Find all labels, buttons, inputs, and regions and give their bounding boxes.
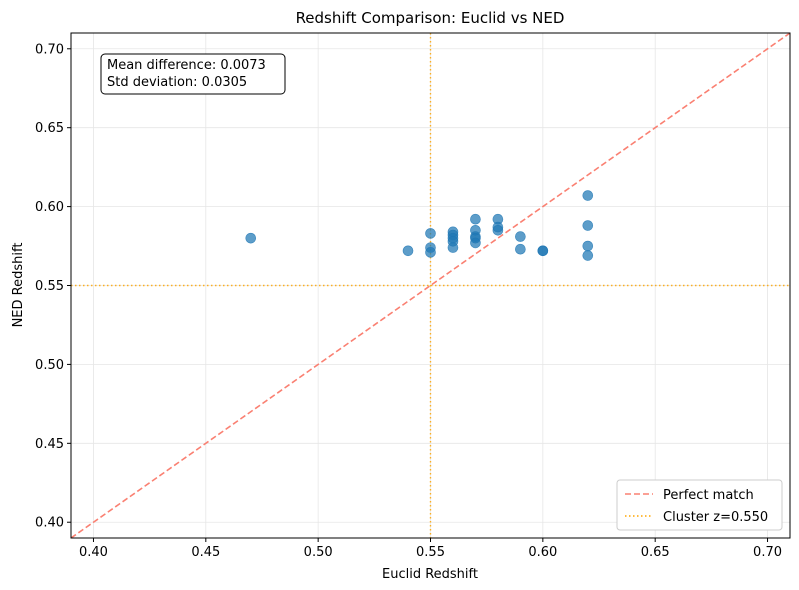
scatter-point <box>537 245 549 257</box>
stats-annotation-box <box>100 53 286 95</box>
scatter-point <box>582 250 594 261</box>
x-tick-label: 0.45 <box>191 545 220 560</box>
x-axis-ticks: 0.40 0.45 0.50 0.55 0.60 0.65 0.70 <box>79 538 782 560</box>
y-tick-label: 0.50 <box>35 358 64 373</box>
chart-title: Redshift Comparison: Euclid vs NED <box>296 9 565 27</box>
scatter-point <box>402 245 414 257</box>
legend-perfect-match-label: Perfect match <box>663 488 754 503</box>
perfect-match-line <box>70 32 791 539</box>
data-points <box>245 190 594 261</box>
x-axis-label: Euclid Redshift <box>382 567 478 582</box>
x-tick-label: 0.50 <box>304 545 333 560</box>
scatter-point <box>425 247 436 258</box>
scatter-point <box>492 224 504 236</box>
y-tick-label: 0.65 <box>35 121 64 136</box>
scatter-point <box>447 242 459 253</box>
scatter-point <box>582 240 594 252</box>
y-tick-label: 0.45 <box>35 437 64 452</box>
scatter-point <box>425 228 436 239</box>
y-tick-label: 0.60 <box>35 200 64 215</box>
legend-cluster-label: Cluster z=0.550 <box>663 510 768 525</box>
scatter-point <box>582 190 594 201</box>
scatter-point <box>470 213 481 225</box>
legend: Perfect match Cluster z=0.550 <box>616 479 783 531</box>
reference-lines <box>70 32 791 539</box>
legend-box <box>616 479 783 531</box>
y-axis-ticks: 0.40 0.45 0.50 0.55 0.60 0.65 0.70 <box>35 42 71 531</box>
scatter-point <box>515 243 526 255</box>
scatter-point <box>470 237 481 249</box>
scatter-point <box>515 231 526 242</box>
y-tick-label: 0.70 <box>35 42 64 57</box>
x-tick-label: 0.40 <box>79 545 108 560</box>
y-tick-label: 0.55 <box>35 279 64 294</box>
mean-difference-text: Mean difference: 0.0073 <box>107 58 266 73</box>
y-axis-label: NED Redshift <box>11 243 26 328</box>
x-tick-label: 0.70 <box>753 545 782 560</box>
x-tick-label: 0.65 <box>641 545 670 560</box>
stats-annotation: Mean difference: 0.0073 Std deviation: 0… <box>100 53 286 95</box>
scatter-point <box>582 220 594 231</box>
x-tick-label: 0.60 <box>528 545 557 560</box>
std-deviation-text: Std deviation: 0.0305 <box>107 75 247 90</box>
x-tick-label: 0.55 <box>416 545 445 560</box>
scatter-point <box>245 232 257 244</box>
y-tick-label: 0.40 <box>35 516 64 531</box>
